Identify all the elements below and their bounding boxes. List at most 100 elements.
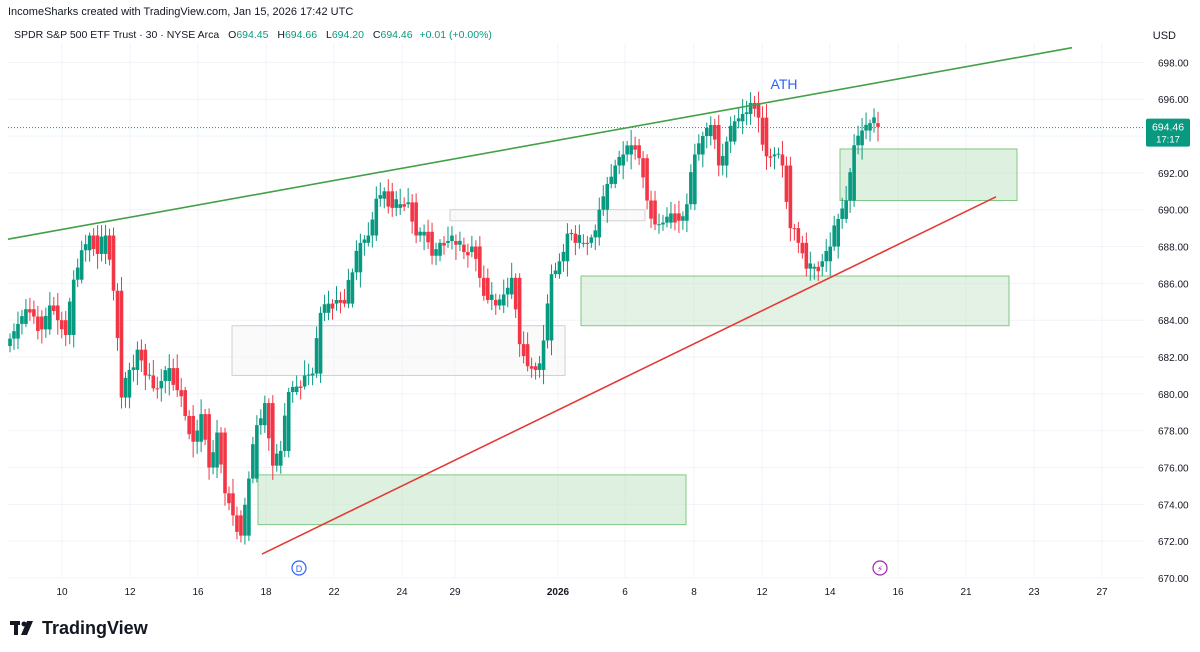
candle-body [334,299,339,304]
candle-body [701,136,705,155]
currency-label: USD [1152,30,1176,42]
candle-body [577,234,582,243]
candle-body [478,246,482,278]
rising-support[interactable] [261,196,997,555]
candle-body [593,230,598,238]
candle-body [298,386,303,388]
candle-body [20,316,24,324]
candle-body [708,125,713,137]
demand-zone-high[interactable] [839,148,1018,202]
candle-body [665,216,669,223]
dividend-event-icon[interactable] [291,560,307,576]
candle-body [322,304,327,313]
x-tick-label: 21 [960,587,972,598]
candle-body [187,415,191,435]
candle-body [155,388,160,390]
candle-body [649,200,653,219]
candle-body [597,209,602,238]
open-value: 694.45 [236,29,269,41]
candle-body [466,252,470,256]
candle-body [290,386,295,393]
candle-body [633,145,637,150]
candle-body [402,204,406,207]
brand: TradingView [10,617,148,639]
candle-body [446,241,450,243]
x-tick-label: 16 [192,587,204,598]
gap-zone-b[interactable] [449,209,646,222]
open-label: O [228,29,237,41]
rising-resistance[interactable] [7,46,1073,240]
candle-body [286,392,291,451]
candle-body [784,165,789,202]
candle-body [824,251,829,262]
candle-body [362,239,367,243]
candle-body [462,244,466,253]
candle-body [175,368,180,391]
symbol-name[interactable]: SPDR S&P 500 ETF Trust · 30 · NYSE Arca [14,29,220,41]
candle-body [609,176,614,184]
candle-body [573,233,578,243]
candle-body [44,315,48,330]
candle-body [525,344,530,367]
candle-body [720,155,725,166]
candle-body [796,228,801,243]
lightning-event-icon[interactable] [872,560,888,576]
candle-body [645,158,649,201]
candle-body [239,515,243,536]
x-tick-label: 29 [449,587,461,598]
candle-body [792,228,797,230]
candle-body [306,374,311,376]
candle-body [808,263,813,269]
demand-zone-low[interactable] [257,474,687,526]
candle-body [294,386,299,393]
candle-body [55,305,60,321]
candle-body [16,323,20,339]
candle-body [159,380,164,389]
price-label-countdown: 17:17 [1156,135,1180,146]
x-tick-label: 24 [396,587,408,598]
candle-body [629,145,633,155]
candle-body [235,515,239,532]
candle-body [274,453,279,466]
candle-body [390,191,395,208]
x-tick-label: 12 [124,587,136,598]
candle-body [641,158,645,178]
candle-body [569,232,574,234]
candle-body [800,242,805,254]
candle-body [99,236,104,254]
candle-body [79,250,84,280]
candle-body [521,344,526,357]
candle-body [167,368,172,381]
candle-body [844,200,848,219]
demand-zone-mid[interactable] [580,275,1010,327]
candle-body [589,237,594,243]
candle-body [382,191,387,199]
candle-body [685,204,689,221]
candle-body [513,277,518,310]
candle-body [470,246,474,253]
candle-body [231,493,235,516]
candle-body [171,368,176,385]
candle-body [557,261,562,275]
gap-zone-a[interactable] [231,325,566,376]
candle-body [83,244,88,251]
candle-body [736,118,741,122]
candle-body [267,403,271,439]
candle-body [211,452,215,468]
candle-body [728,125,733,142]
candle-body [394,199,399,208]
candle-body [147,374,152,376]
candle-body [740,113,745,122]
candle-body [752,102,757,109]
candle-body [820,261,825,267]
candle-body [748,102,753,114]
candle-body [744,112,749,114]
y-tick-label: 684.00 [1158,316,1189,327]
candle-body [788,165,793,229]
price-label-box [1146,118,1190,147]
candle-body [816,266,821,272]
candle-body [314,338,319,374]
candle-body [259,418,263,426]
candle-body [24,309,28,324]
